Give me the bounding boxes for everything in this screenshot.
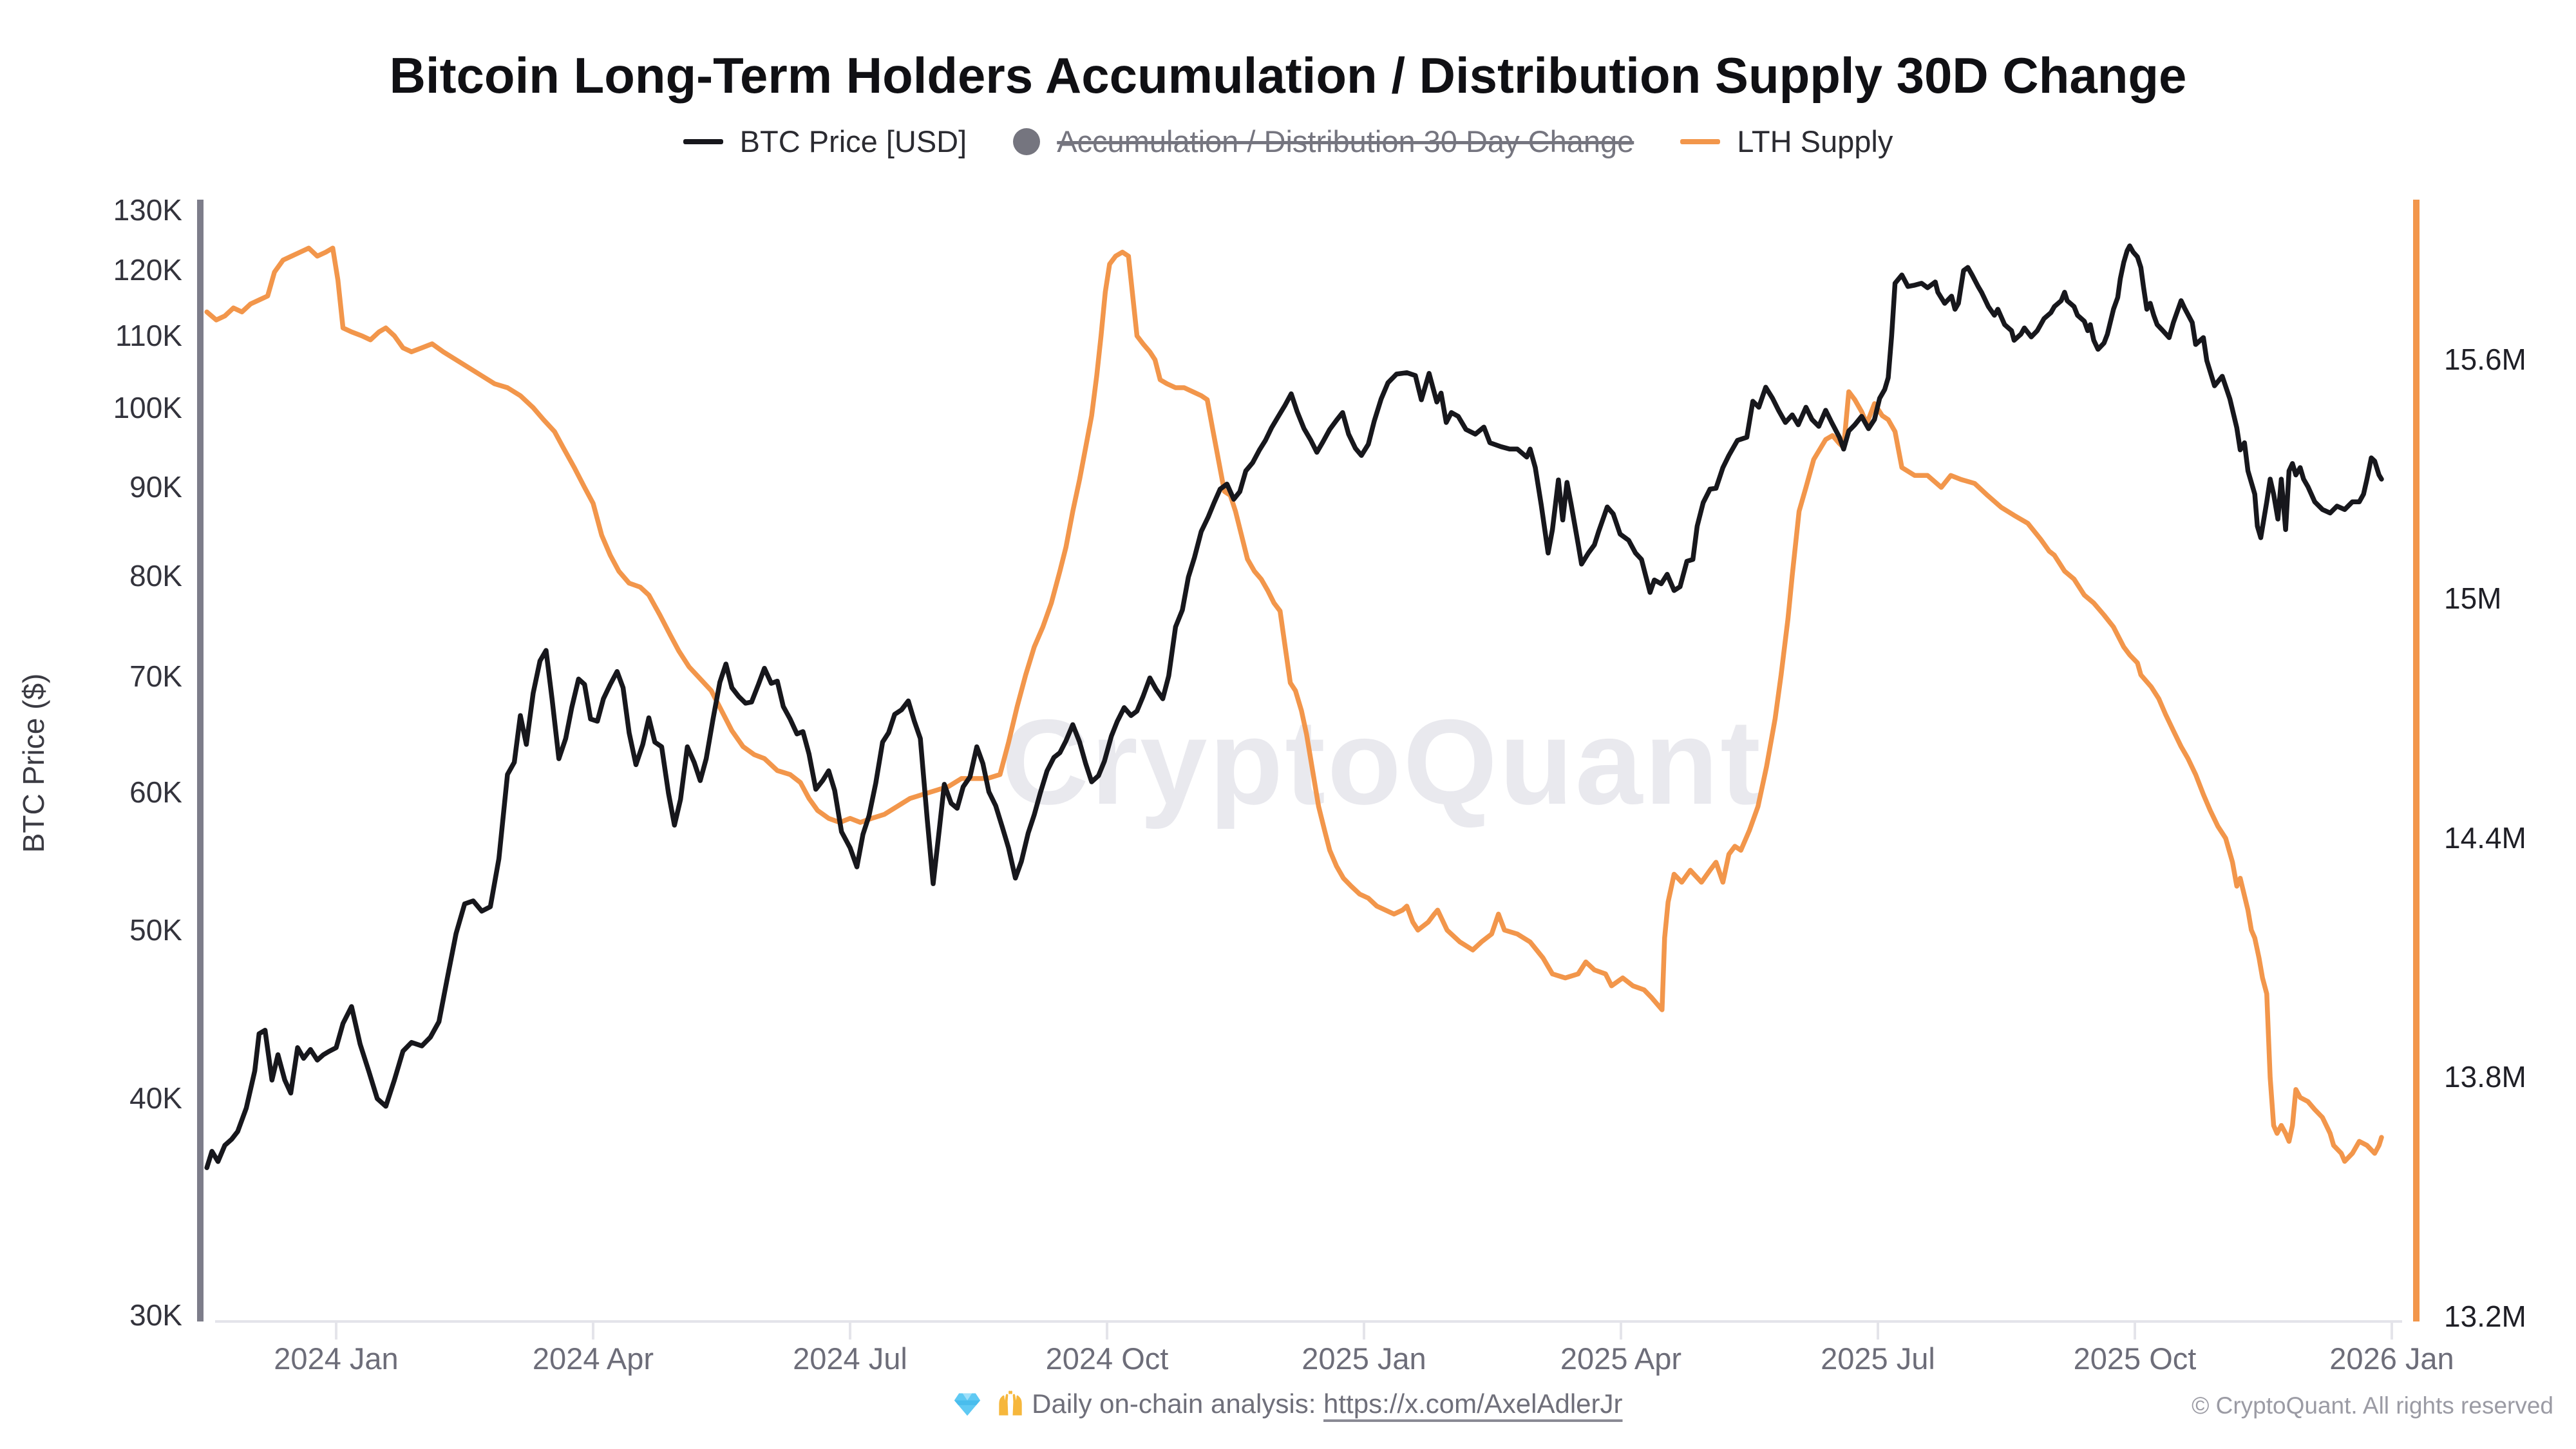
left-y-axis-tick-label: 80K (129, 558, 182, 592)
x-axis-tick-label: 2024 Jul (793, 1341, 907, 1376)
footer-link[interactable]: https://x.com/AxelAdlerJr (1323, 1388, 1623, 1419)
x-axis-tick (1106, 1323, 1108, 1340)
x-axis-tick (849, 1323, 851, 1340)
x-axis-tick (335, 1323, 337, 1340)
legend: BTC Price [USD] Accumulation / Distributi… (0, 124, 2576, 159)
x-axis-tick (1877, 1323, 1879, 1340)
left-y-axis-tick-label: 110K (115, 319, 182, 353)
x-axis-tick-label: 2025 Jan (1302, 1341, 1426, 1376)
x-axis-tick-label: 2026 Jan (2329, 1341, 2454, 1376)
right-y-axis-tick-label: 15.6M (2444, 342, 2526, 376)
right-y-axis-tick-label: 15M (2444, 582, 2502, 616)
chart-title: Bitcoin Long-Term Holders Accumulation /… (389, 47, 2187, 104)
legend-dash-marker (683, 138, 723, 144)
legend-item-btc-price-usd[interactable]: BTC Price [USD] (683, 124, 967, 159)
left-y-axis-tick-label: 120K (113, 253, 182, 287)
x-axis-tick (1363, 1323, 1365, 1340)
x-axis-tick-label: 2025 Jul (1821, 1341, 1935, 1376)
legend-item-accumulation-distribution-30-day-change[interactable]: Accumulation / Distribution 30 Day Chang… (1013, 124, 1634, 159)
lth-supply-line (204, 245, 2384, 1164)
legend-item-label: Accumulation / Distribution 30 Day Chang… (1057, 124, 1634, 158)
right-y-axis-tick-label: 13.8M (2444, 1060, 2526, 1094)
x-axis-tick (2134, 1323, 2136, 1340)
left-y-axis-title: BTC Price ($) (17, 673, 50, 853)
left-y-axis-tick-label: 90K (129, 469, 182, 504)
x-axis-tick-label: 2024 Oct (1045, 1341, 1169, 1376)
x-axis-line (215, 1320, 2402, 1323)
right-y-axis-line (2413, 200, 2420, 1321)
left-y-axis-tick-label: 60K (129, 775, 182, 810)
x-axis-tick (2391, 1323, 2393, 1340)
left-y-axis-tick-label: 70K (129, 659, 182, 694)
left-y-axis-tick-label: 100K (113, 390, 182, 424)
left-y-axis-tick-label: 40K (129, 1081, 182, 1115)
footer-text: Daily on-chain analysis: (1032, 1388, 1324, 1419)
legend-dash-marker (1680, 138, 1721, 144)
right-y-axis-tick-label: 13.2M (2444, 1299, 2526, 1333)
footer-attribution: Daily on-chain analysis: https://x.com/A… (0, 1388, 2576, 1425)
legend-item-label: BTC Price [USD] (739, 124, 967, 158)
copyright-notice: © CryptoQuant. All rights reserved (2192, 1392, 2553, 1419)
x-axis-tick-label: 2024 Apr (532, 1341, 654, 1376)
x-axis-tick (592, 1323, 594, 1340)
x-axis-tick-label: 2025 Apr (1560, 1341, 1682, 1376)
btc-price-usd-line (204, 243, 2384, 1170)
left-y-axis-tick-label: 30K (129, 1298, 182, 1332)
legend-circle-marker (1013, 128, 1041, 155)
raised-hands-icon (996, 1390, 1025, 1425)
left-y-axis-tick-label: 50K (129, 913, 182, 947)
legend-item-lth-supply[interactable]: LTH Supply (1680, 124, 1893, 159)
legend-item-label: LTH Supply (1737, 124, 1893, 158)
x-axis-tick-label: 2024 Jan (274, 1341, 399, 1376)
x-axis-tick (1620, 1323, 1622, 1340)
x-axis-tick-label: 2025 Oct (2073, 1341, 2197, 1376)
cryptoquant-watermark: CryptoQuant (1001, 694, 1763, 829)
left-y-axis-tick-label: 130K (113, 193, 182, 227)
right-y-axis-tick-label: 14.4M (2444, 820, 2526, 855)
left-y-axis-line (197, 200, 204, 1321)
gem-icon (953, 1390, 981, 1425)
